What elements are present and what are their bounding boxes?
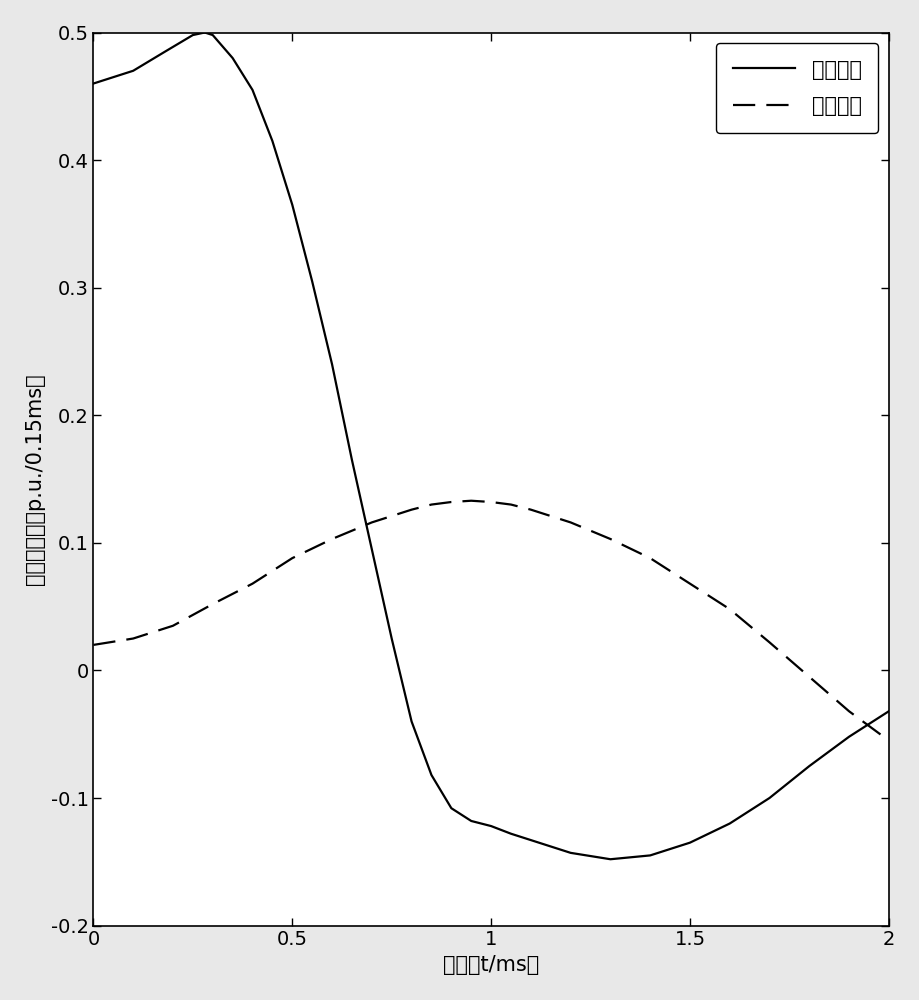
区外故障 [723, 603, 734, 615]
Line: 区内故障: 区内故障 [94, 32, 888, 859]
区内故障 [246, 84, 257, 96]
区内故障 [644, 849, 655, 861]
区内故障 [684, 837, 695, 849]
区内故障 [159, 46, 170, 58]
区内故障 [843, 731, 854, 743]
区内故障 [505, 828, 516, 840]
区内故障 [207, 29, 218, 41]
区内故障 [386, 633, 397, 645]
区内故障 [287, 199, 298, 211]
区外故障 [386, 510, 397, 522]
区外故障 [803, 671, 814, 683]
区外故障 [525, 504, 536, 516]
区内故障 [405, 715, 416, 727]
区内故障 [882, 705, 893, 717]
区外故障 [425, 499, 437, 511]
区外故障 [684, 578, 695, 590]
区外故障 [446, 496, 457, 508]
区外故障 [405, 504, 416, 516]
区外故障 [128, 633, 139, 645]
区内故障 [446, 802, 457, 814]
区内故障 [128, 65, 139, 77]
区内故障 [326, 358, 337, 370]
区内故障 [485, 820, 496, 832]
区内故障 [425, 769, 437, 781]
区外故障 [88, 639, 99, 651]
区外故障 [505, 499, 516, 511]
区内故障 [763, 792, 774, 804]
Legend: 区内故障, 区外故障: 区内故障, 区外故障 [715, 43, 878, 133]
区外故障 [326, 533, 337, 545]
区内故障 [723, 818, 734, 830]
区内故障 [227, 52, 238, 64]
区外故障 [287, 552, 298, 564]
区外故障 [882, 735, 893, 747]
区外故障 [605, 533, 616, 545]
区内故障 [187, 29, 199, 41]
区内故障 [346, 454, 357, 466]
区内故障 [366, 543, 377, 555]
Y-axis label: 电压变化率（p.u./0.15ms）: 电压变化率（p.u./0.15ms） [25, 373, 45, 585]
区外故障 [564, 516, 575, 528]
区内故障 [525, 834, 536, 846]
区内故障 [465, 815, 476, 827]
区内故障 [803, 760, 814, 772]
区内故障 [199, 26, 210, 38]
区外故障 [465, 495, 476, 507]
Line: 区外故障: 区外故障 [94, 501, 888, 741]
区内故障 [267, 135, 278, 147]
区外故障 [246, 578, 257, 590]
区外故障 [485, 496, 496, 508]
区内故障 [306, 275, 317, 287]
区内故障 [605, 853, 616, 865]
区外故障 [167, 620, 178, 632]
区外故障 [644, 552, 655, 564]
区外故障 [763, 636, 774, 648]
区外故障 [366, 516, 377, 528]
区外故障 [207, 598, 218, 610]
区外故障 [843, 705, 854, 717]
区内故障 [88, 78, 99, 90]
区内故障 [564, 847, 575, 859]
X-axis label: 时间（t/ms）: 时间（t/ms） [443, 955, 539, 975]
